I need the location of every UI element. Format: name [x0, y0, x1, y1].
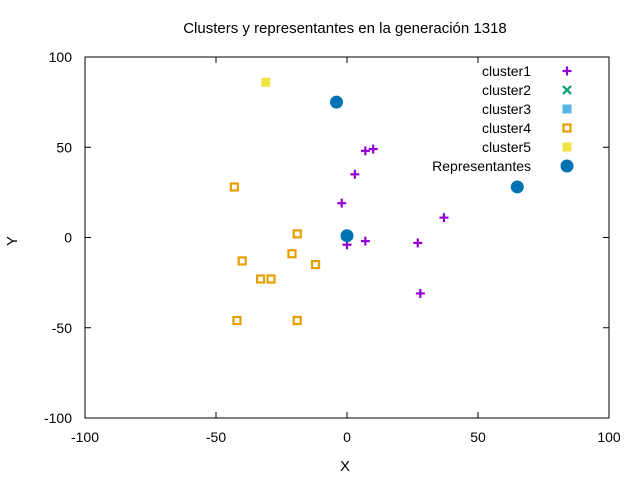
legend-label-cluster3: cluster3 [482, 101, 531, 117]
cluster4-point [266, 274, 276, 284]
cluster4-point [310, 259, 321, 270]
cluster1-point [350, 169, 360, 179]
cluster4-point [229, 182, 239, 192]
legend-marker-cluster3 [562, 104, 572, 114]
legend-label-cluster2: cluster2 [482, 82, 531, 98]
x-tick-label: -50 [206, 429, 226, 445]
legend-marker-cluster2 [562, 85, 572, 95]
data-marks [229, 77, 524, 326]
legend-label-cluster5: cluster5 [482, 139, 531, 155]
cluster5-point [261, 77, 271, 87]
cluster4-point [292, 315, 302, 326]
y-tick-label: -100 [44, 410, 72, 426]
cluster1-point [360, 146, 370, 156]
cluster4-point [255, 274, 266, 284]
x-tick-label: 50 [470, 429, 486, 445]
y-tick-label: 50 [56, 139, 72, 155]
legend-marker-Representantes [560, 159, 574, 173]
x-tick-label: -100 [71, 429, 99, 445]
cluster4-point [237, 256, 247, 266]
y-tick-label: 100 [49, 49, 73, 65]
Representantes-point [510, 180, 524, 194]
legend: cluster1 cluster2 cluster3 cluster4 cluster5… [432, 63, 574, 174]
cluster1-point [439, 213, 449, 223]
cluster1-point [413, 238, 423, 248]
cluster4-point [232, 315, 242, 326]
legend-label-Representantes: Representantes [432, 158, 531, 174]
cluster1-point [368, 144, 378, 154]
x-tick-label: 0 [343, 429, 351, 445]
legend-label-cluster4: cluster4 [482, 120, 531, 136]
cluster4-point [287, 249, 297, 259]
y-axis-label: Y [4, 236, 21, 246]
x-axis-label: X [340, 458, 350, 475]
y-tick-label: 0 [64, 230, 72, 246]
legend-marker-cluster1 [562, 66, 572, 76]
cluster1-point [337, 198, 347, 208]
cluster1-point [415, 288, 425, 298]
cluster1-point [360, 236, 370, 246]
cluster4-point [292, 229, 302, 239]
Representantes-point [340, 229, 354, 243]
chart-title: Clusters y representantes en la generaci… [183, 20, 507, 37]
Representantes-point [330, 95, 344, 109]
axis-ticks: -100 -50 0 50 100 -100 -50 0 50 100 [44, 49, 621, 445]
legend-label-cluster1: cluster1 [482, 63, 531, 79]
legend-marker-cluster4 [562, 123, 572, 133]
x-tick-label: 100 [597, 429, 621, 445]
y-tick-label: -50 [52, 320, 72, 336]
legend-marker-cluster5 [562, 142, 572, 152]
